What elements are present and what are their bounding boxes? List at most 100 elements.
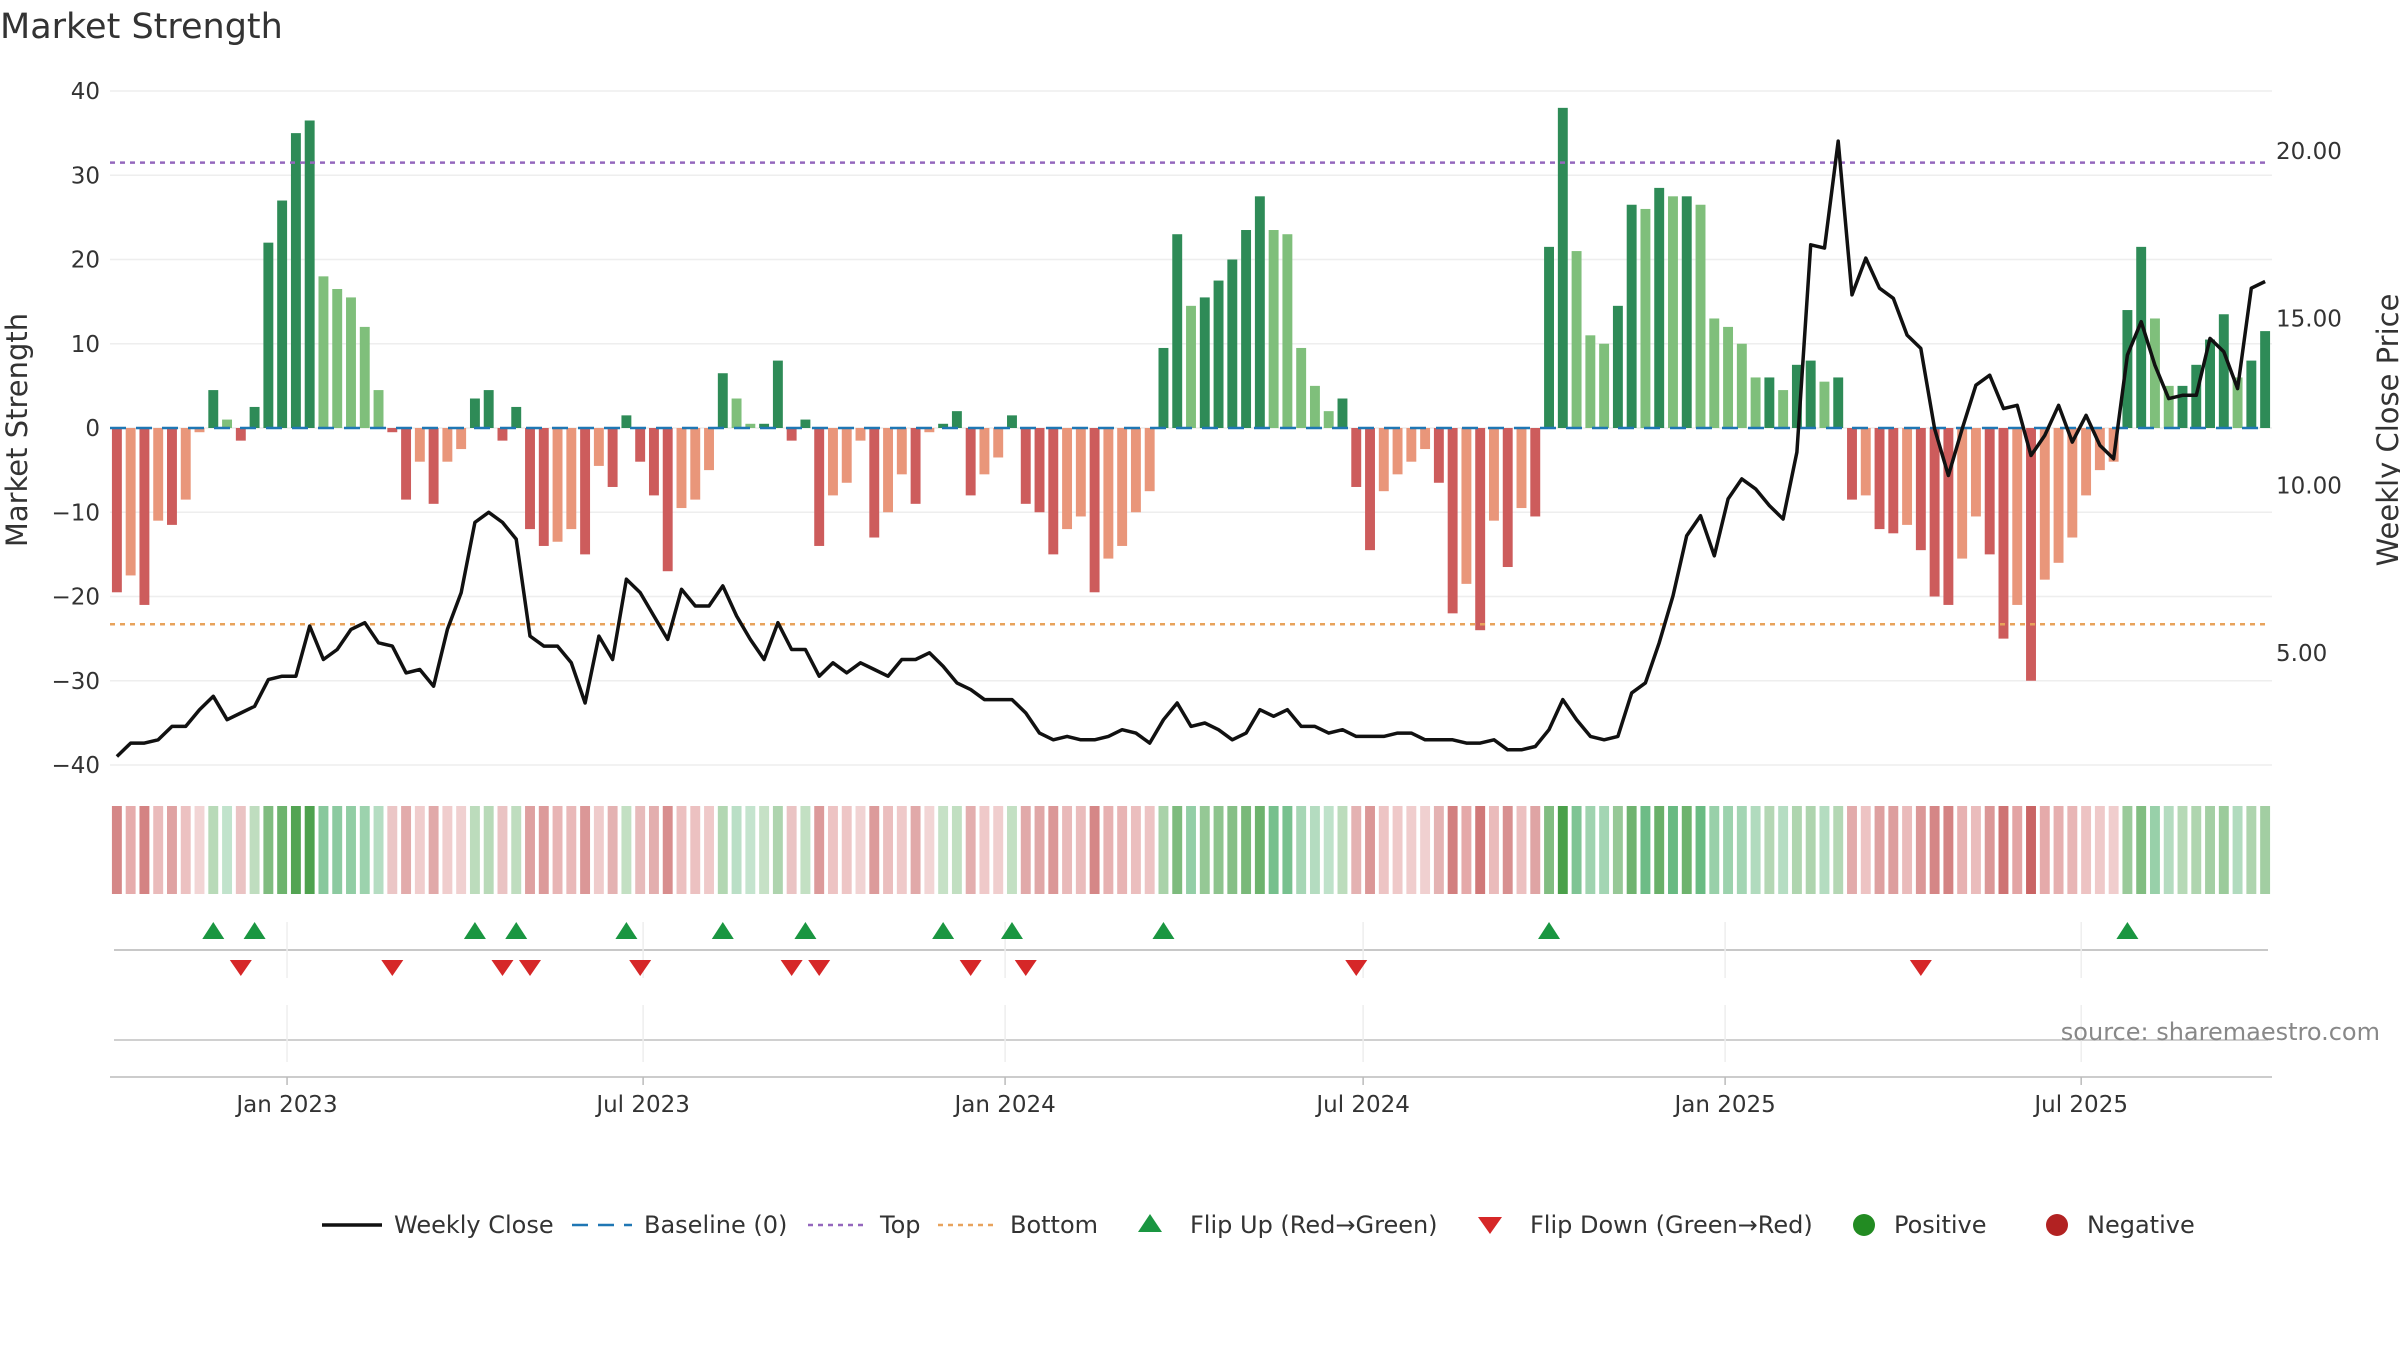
strength-bar: [662, 428, 673, 572]
strength-bar: [2218, 314, 2229, 428]
heat-cell: [1378, 806, 1389, 894]
flip-up-marker: [1538, 922, 1561, 939]
heat-cell: [1612, 806, 1623, 894]
heat-cell: [662, 806, 673, 894]
strength-bar: [1764, 377, 1775, 428]
heat-cell: [511, 806, 522, 894]
legend-label: Top: [879, 1211, 921, 1239]
heat-cell: [786, 806, 797, 894]
strength-bar: [814, 428, 825, 546]
heat-cell: [2260, 806, 2271, 894]
heat-cell: [318, 806, 329, 894]
x-tick-label: Jul 2024: [1314, 1092, 1410, 1118]
heat-cell: [1075, 806, 1086, 894]
heat-cell: [566, 806, 577, 894]
heat-cell: [222, 806, 233, 894]
heat-cell: [704, 806, 714, 894]
legend-item: Flip Down (Green→Red): [1478, 1211, 1813, 1239]
strength-bar: [1268, 230, 1279, 428]
heat-cell: [2191, 806, 2202, 894]
strength-bar: [442, 428, 453, 462]
strength-bar: [1075, 428, 1086, 517]
strength-bar: [1833, 377, 1844, 428]
heat-cell: [1544, 806, 1554, 894]
y-tick-label: −20: [51, 585, 100, 611]
heat-cell: [1199, 806, 1210, 894]
flip-down-marker: [959, 960, 982, 976]
strength-bar: [993, 428, 1004, 458]
strength-bar: [1323, 411, 1334, 428]
flip-down-marker: [381, 960, 404, 976]
strength-bar: [1309, 385, 1320, 428]
strength-bar: [1020, 428, 1031, 504]
strength-bar: [2108, 428, 2119, 462]
strength-bar: [938, 423, 949, 428]
heat-cell: [1392, 806, 1403, 894]
strength-bar: [704, 428, 714, 471]
heat-cell: [1736, 806, 1747, 894]
strength-bar: [2067, 428, 2078, 538]
heat-cell: [2081, 806, 2092, 894]
heat-cell: [648, 806, 659, 894]
heat-cell: [125, 806, 136, 894]
strength-bar: [855, 428, 866, 441]
strength-heat-strip: [111, 806, 2271, 894]
heat-cell: [1337, 806, 1348, 894]
strength-bar: [428, 428, 439, 504]
strength-bar: [1736, 343, 1747, 428]
strength-bar: [511, 406, 522, 428]
strength-bar: [469, 398, 480, 428]
heat-cell: [1805, 806, 1816, 894]
strength-bar: [772, 360, 783, 428]
heat-cell: [1571, 806, 1582, 894]
heat-cell: [593, 806, 604, 894]
strength-bar: [1750, 377, 1761, 428]
strength-bar: [690, 428, 701, 500]
y2-tick-label: 20.00: [2276, 139, 2342, 165]
heat-cell: [1323, 806, 1334, 894]
flip-up-marker: [505, 922, 528, 939]
legend-item: Top: [808, 1211, 921, 1239]
heat-cell: [1048, 806, 1059, 894]
strength-bar: [1805, 360, 1816, 428]
strength-bar: [828, 428, 838, 496]
flip-panel: [114, 922, 2268, 978]
heat-cell: [2122, 806, 2133, 894]
y2-tick-label: 5.00: [2276, 641, 2327, 667]
heat-cell: [1970, 806, 1981, 894]
strength-bar: [1062, 428, 1073, 530]
flip-markers: [202, 922, 2139, 976]
heat-cell: [1420, 806, 1431, 894]
strength-bar: [1943, 428, 1954, 605]
heat-cell: [1874, 806, 1885, 894]
y-tick-label: −30: [51, 669, 100, 695]
heat-cell: [772, 806, 783, 894]
heat-cell: [469, 806, 480, 894]
strength-bar: [1874, 428, 1885, 530]
strength-bar: [277, 200, 288, 428]
heat-cell: [1296, 806, 1307, 894]
strength-bar: [786, 428, 797, 441]
strength-bar: [1709, 318, 1720, 428]
x-tick-label: Jul 2023: [594, 1092, 690, 1118]
heat-cell: [304, 806, 315, 894]
heat-cell: [139, 806, 150, 894]
heat-cell: [2053, 806, 2064, 894]
strength-bar: [566, 428, 577, 530]
strength-bar: [2122, 310, 2133, 428]
strength-bar: [1681, 196, 1692, 428]
flip-down-marker: [491, 960, 514, 976]
flip-down-marker: [629, 960, 652, 976]
heat-cell: [1626, 806, 1637, 894]
strength-bar: [1461, 428, 1472, 584]
heat-cell: [1915, 806, 1926, 894]
legend-item: Weekly Close: [322, 1211, 554, 1239]
heat-cell: [676, 806, 687, 894]
strength-bar: [1227, 259, 1238, 428]
strength-bar: [2081, 428, 2092, 496]
strength-bar: [1048, 428, 1059, 555]
strength-bar: [194, 428, 205, 433]
strength-bar: [1007, 415, 1017, 428]
x-tick-label: Jul 2025: [2032, 1092, 2128, 1118]
y2-axis-label: Weekly Close Price: [2371, 294, 2400, 567]
